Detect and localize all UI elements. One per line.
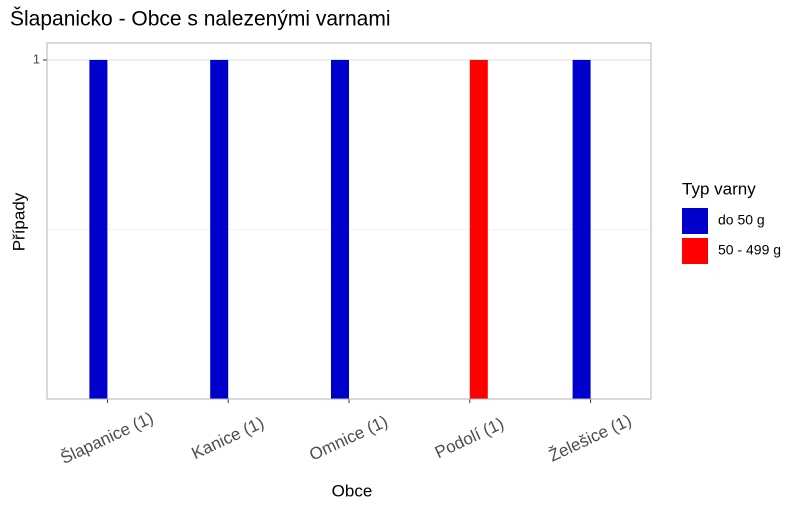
bar	[331, 59, 349, 399]
x-tick-label: Šlapanice (1)	[58, 408, 157, 468]
x-tick-label: Podolí (1)	[432, 414, 507, 462]
panel-border	[46, 42, 652, 400]
chart-title: Šlapanicko - Obce s nalezenými varnami	[10, 8, 391, 31]
bar	[210, 59, 229, 399]
bar	[89, 59, 108, 399]
bar	[469, 59, 488, 399]
x-tick-label: Kanice (1)	[189, 413, 267, 463]
bar	[572, 59, 591, 399]
x-tick-label: Želešice (1)	[546, 411, 635, 466]
y-axis-title: Případy	[9, 192, 28, 251]
legend-key	[682, 238, 708, 264]
y-tick-label: 1	[33, 51, 40, 66]
x-axis-title: Obce	[332, 481, 373, 500]
legend-label: do 50 g	[718, 212, 765, 228]
x-tick-label: Omnice (1)	[306, 412, 390, 465]
legend-key	[682, 208, 708, 234]
legend-label: 50 - 499 g	[718, 242, 781, 258]
legend-title: Typ varny	[682, 179, 756, 198]
